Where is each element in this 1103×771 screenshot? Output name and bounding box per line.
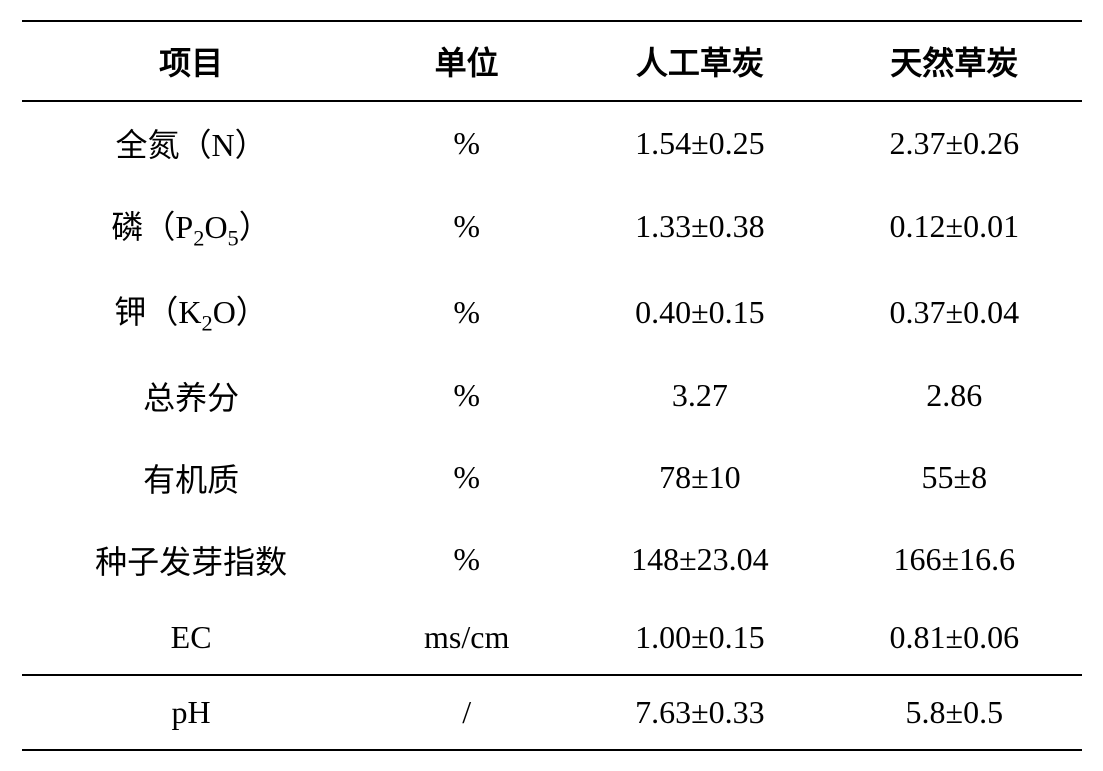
cell-unit: % xyxy=(361,355,573,437)
peat-comparison-table: 项目 单位 人工草炭 天然草炭 全氮（N） % 1.54±0.25 2.37±0… xyxy=(22,20,1082,751)
cell-item: 种子发芽指数 xyxy=(22,519,361,601)
cell-natural: 2.86 xyxy=(827,355,1081,437)
table-row: 种子发芽指数 % 148±23.04 166±16.6 xyxy=(22,519,1082,601)
cell-unit: ms/cm xyxy=(361,601,573,675)
cell-artificial: 78±10 xyxy=(573,437,827,519)
table-row: 钾（K2O） % 0.40±0.15 0.37±0.04 xyxy=(22,269,1082,354)
cell-unit: % xyxy=(361,101,573,184)
cell-natural: 166±16.6 xyxy=(827,519,1081,601)
cell-artificial: 148±23.04 xyxy=(573,519,827,601)
cell-natural: 5.8±0.5 xyxy=(827,675,1081,750)
cell-natural: 0.12±0.01 xyxy=(827,184,1081,269)
cell-artificial: 1.54±0.25 xyxy=(573,101,827,184)
table-row: 总养分 % 3.27 2.86 xyxy=(22,355,1082,437)
header-item: 项目 xyxy=(22,21,361,101)
table-row: pH / 7.63±0.33 5.8±0.5 xyxy=(22,675,1082,750)
cell-unit: % xyxy=(361,184,573,269)
table-row: EC ms/cm 1.00±0.15 0.81±0.06 xyxy=(22,601,1082,675)
cell-item: 磷（P2O5） xyxy=(22,184,361,269)
cell-natural: 55±8 xyxy=(827,437,1081,519)
comparison-table-container: 项目 单位 人工草炭 天然草炭 全氮（N） % 1.54±0.25 2.37±0… xyxy=(22,20,1082,751)
cell-item: 钾（K2O） xyxy=(22,269,361,354)
header-artificial: 人工草炭 xyxy=(573,21,827,101)
cell-unit: % xyxy=(361,437,573,519)
header-unit: 单位 xyxy=(361,21,573,101)
cell-artificial: 0.40±0.15 xyxy=(573,269,827,354)
table-row: 有机质 % 78±10 55±8 xyxy=(22,437,1082,519)
cell-artificial: 1.00±0.15 xyxy=(573,601,827,675)
table-header-row: 项目 单位 人工草炭 天然草炭 xyxy=(22,21,1082,101)
cell-natural: 2.37±0.26 xyxy=(827,101,1081,184)
cell-item: 全氮（N） xyxy=(22,101,361,184)
cell-item: pH xyxy=(22,675,361,750)
cell-natural: 0.37±0.04 xyxy=(827,269,1081,354)
cell-artificial: 3.27 xyxy=(573,355,827,437)
cell-unit: / xyxy=(361,675,573,750)
cell-artificial: 7.63±0.33 xyxy=(573,675,827,750)
cell-natural: 0.81±0.06 xyxy=(827,601,1081,675)
cell-item: 总养分 xyxy=(22,355,361,437)
cell-item: 有机质 xyxy=(22,437,361,519)
cell-unit: % xyxy=(361,269,573,354)
cell-artificial: 1.33±0.38 xyxy=(573,184,827,269)
table-row: 磷（P2O5） % 1.33±0.38 0.12±0.01 xyxy=(22,184,1082,269)
cell-unit: % xyxy=(361,519,573,601)
cell-item: EC xyxy=(22,601,361,675)
table-row: 全氮（N） % 1.54±0.25 2.37±0.26 xyxy=(22,101,1082,184)
header-natural: 天然草炭 xyxy=(827,21,1081,101)
